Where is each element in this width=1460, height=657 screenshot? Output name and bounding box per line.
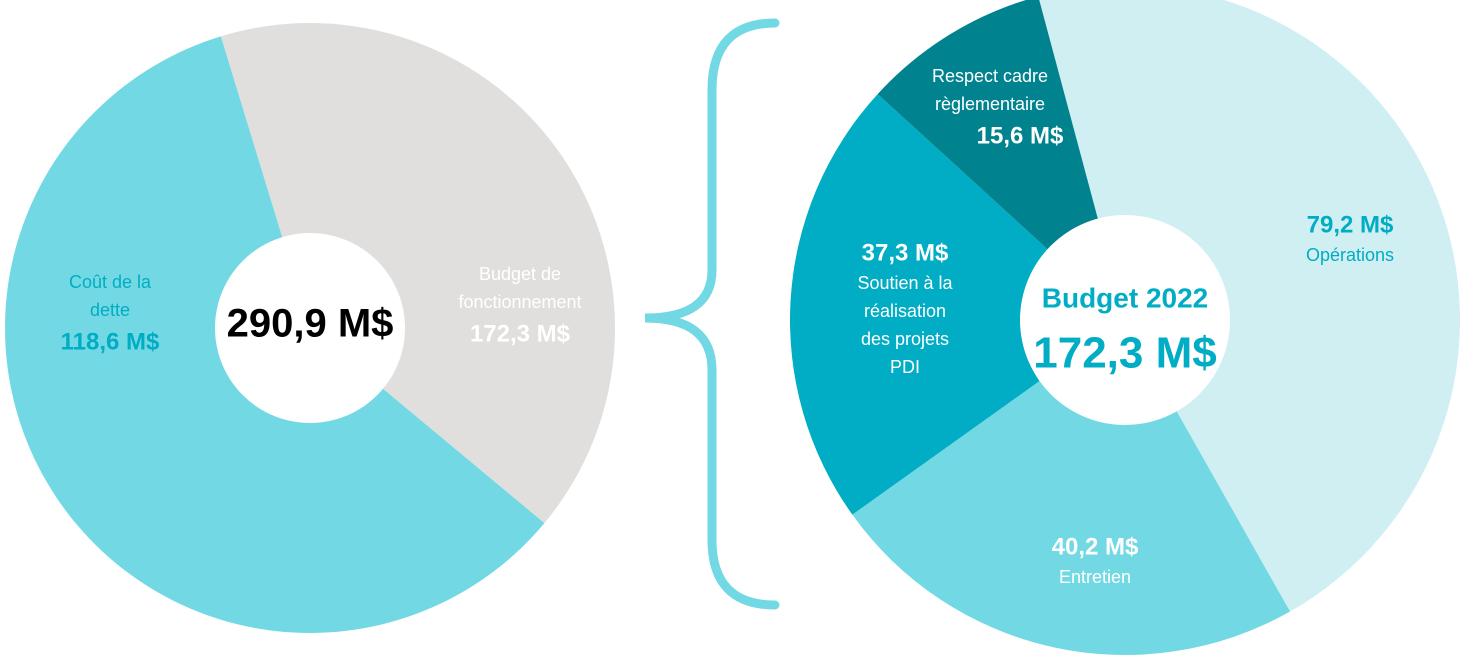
slice-value: 15,6 M$ [977,122,1064,149]
center-label: 172,3 M$ [1033,329,1216,378]
slice-label: Respect cadre [932,66,1048,86]
donut-hole [1020,215,1230,425]
bracket [644,18,780,610]
slice-label: dette [90,300,130,320]
slice-label: Soutien à la [857,273,953,293]
slice-value: 172,3 M$ [470,320,571,347]
slice-label: réalisation [864,301,946,321]
slice-value: 37,3 M$ [862,239,949,266]
slice-label: PDI [890,357,920,377]
slice-label: Coût de la [69,272,152,292]
slice-value: 79,2 M$ [1307,211,1394,238]
slice-value: 40,2 M$ [1052,533,1139,560]
center-label: 290,9 M$ [227,302,394,346]
slice [852,320,1291,655]
slice [790,94,1125,515]
slice-label: règlementaire [935,94,1045,114]
donut-hole [215,233,405,423]
slice-label: Opérations [1306,245,1394,265]
slice-label: fonctionnement [458,292,581,312]
center-label: Budget 2022 [1042,282,1209,313]
slice [1039,0,1460,612]
slice-label: Budget de [479,264,561,284]
slice-value: 118,6 M$ [61,328,160,355]
slice-label: Entretien [1059,567,1131,587]
slice [220,23,615,524]
slice-label: des projets [861,329,949,349]
